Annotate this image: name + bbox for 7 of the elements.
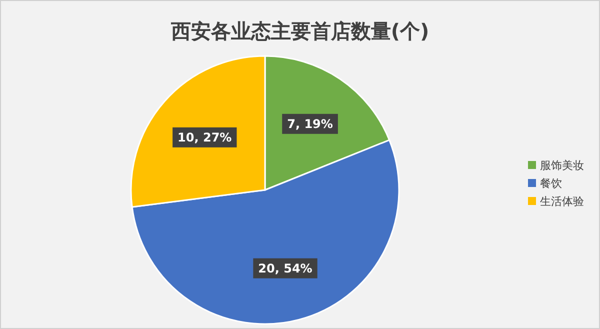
data-label: 7, 19% [287, 116, 333, 131]
data-label: 10, 27% [178, 130, 232, 144]
legend-label: 餐饮 [540, 177, 562, 190]
chart-title: 西安各业态主要首店数量(个) [170, 19, 430, 43]
legend-label: 服饰美妆 [540, 159, 584, 172]
data-label: 20, 54% [258, 261, 312, 276]
legend-label: 生活体验 [540, 195, 584, 208]
